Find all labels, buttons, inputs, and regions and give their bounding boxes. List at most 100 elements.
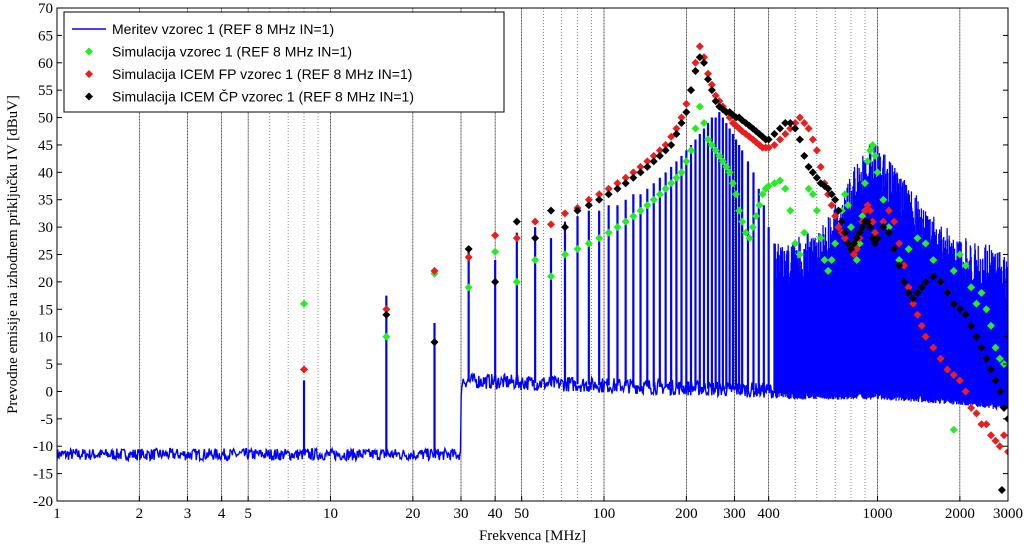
marker-3 [584,201,593,210]
marker-3 [800,151,809,160]
marker-2 [711,91,720,100]
marker-3 [707,86,716,95]
marker-3 [943,288,952,297]
marker-1 [770,179,779,188]
marker-3 [847,245,856,254]
x-tick-label: 5 [244,506,252,522]
marker-3 [967,321,976,330]
marker-3 [686,86,695,95]
marker-2 [816,162,825,171]
marker-1 [961,261,970,270]
marker-1 [707,140,716,149]
marker-2 [595,190,604,199]
marker-3 [999,403,1008,412]
marker-1 [860,179,869,188]
marker-3 [936,277,945,286]
marker-2 [691,58,700,67]
marker-2 [695,42,704,51]
marker-1 [695,102,704,111]
marker-2 [382,305,391,314]
marker-2 [840,234,849,243]
marker-3 [961,310,970,319]
marker-3 [667,140,676,149]
marker-1 [584,239,593,248]
marker-1 [636,206,645,215]
marker-2 [831,212,840,221]
marker-3 [991,376,1000,385]
marker-1 [786,206,795,215]
marker-1 [949,266,958,275]
marker-1 [987,321,996,330]
marker-1 [735,206,744,215]
marker-2 [987,431,996,440]
y-tick-label: 65 [38,28,53,44]
legend-label: Simulacija ICEM FP vzorec 1 (REF 8 MHz I… [112,66,412,82]
marker-1 [800,228,809,237]
marker-1 [595,234,604,243]
marker-2 [860,206,869,215]
marker-3 [824,184,833,193]
legend-label: Meritev vzorec 1 (REF 8 MHz IN=1) [112,21,334,37]
y-tick-label: -10 [33,439,53,455]
marker-2 [604,184,613,193]
marker-3 [904,288,913,297]
marker-3 [595,195,604,204]
marker-2 [863,201,872,210]
y-tick-label: 30 [38,220,53,236]
marker-3 [770,129,779,138]
marker-1 [604,228,613,237]
marker-2 [677,113,686,122]
marker-1 [661,184,670,193]
marker-3 [917,283,926,292]
marker-2 [999,431,1008,440]
marker-1 [904,245,913,254]
marker-3 [849,239,858,248]
marker-2 [967,403,976,412]
marker-3 [949,299,958,308]
y-tick-label: 15 [38,302,53,318]
marker-2 [904,283,913,292]
marker-1 [382,332,391,341]
marker-2 [943,365,952,374]
marker-1 [991,343,1000,352]
marker-3 [879,223,888,232]
marker-1 [995,354,1004,363]
marker-1 [741,228,750,237]
marker-1 [738,217,747,226]
marker-3 [677,119,686,128]
marker-3 [987,365,996,374]
marker-2 [917,321,926,330]
marker-3 [827,190,836,199]
series-layer [57,42,1008,495]
marker-3 [858,223,867,232]
marker-2 [913,310,922,319]
marker-1 [649,195,658,204]
x-tick-label: 1 [53,506,61,522]
marker-1 [795,250,804,259]
x-tick-label: 300 [723,506,746,522]
x-tick-label: 50 [514,506,529,522]
y-tick-label: 70 [38,1,53,17]
marker-1 [820,255,829,264]
marker-3 [636,168,645,177]
marker-2 [834,223,843,232]
marker-1 [718,157,727,166]
marker-2 [699,53,708,62]
y-tick-label: 0 [46,384,54,400]
marker-1 [755,201,764,210]
marker-2 [1004,447,1008,456]
marker-2 [764,143,773,152]
marker-2 [849,250,858,259]
marker-3 [682,108,691,117]
x-tick-label: 100 [593,506,616,522]
x-tick-label: 10 [323,506,338,522]
marker-3 [613,184,622,193]
marker-2 [921,332,930,341]
marker-3 [560,223,569,232]
axis-ticks: 1 2 3 4 5 10 20 30 40 50 100 200 300 400 1000 2000 3000-… [33,1,1023,522]
marker-3 [831,195,840,204]
marker-3 [855,228,864,237]
x-tick-label: 30 [453,506,468,522]
marker-1 [715,151,724,160]
marker-3 [840,228,849,237]
